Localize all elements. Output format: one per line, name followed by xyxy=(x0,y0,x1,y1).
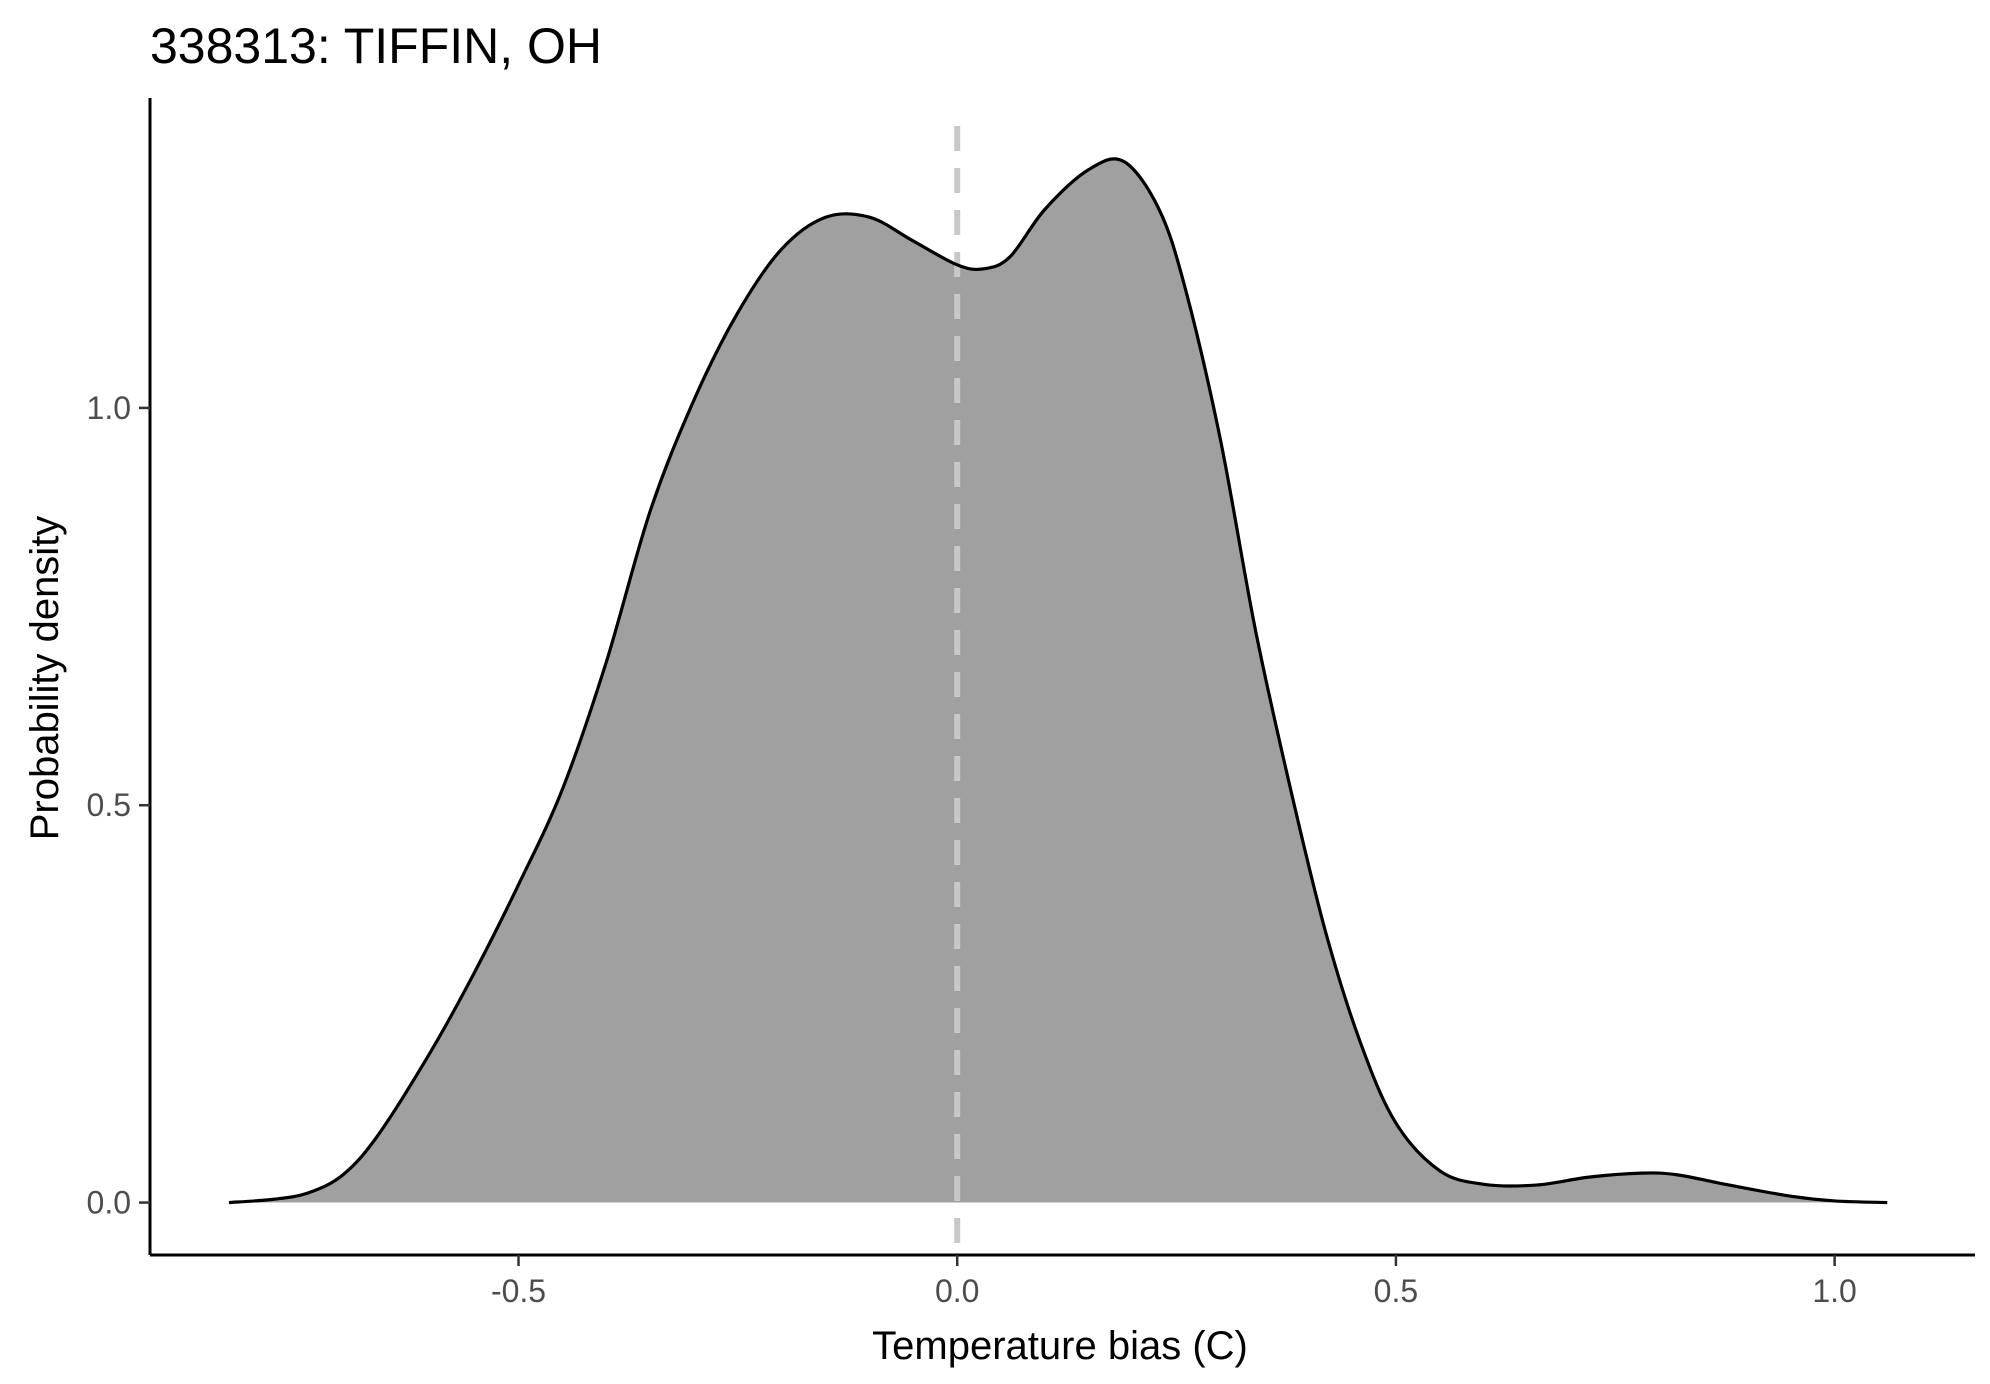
plot-area: -0.5 0.0 0.5 1.0 0.0 0.5 1.0 xyxy=(87,98,1975,1309)
x-tick-label: 0.0 xyxy=(935,1273,979,1309)
x-axis-title: Temperature bias (C) xyxy=(872,1324,1248,1368)
x-tick-label: 1.0 xyxy=(1812,1273,1856,1309)
y-axis-title: Probability density xyxy=(23,516,67,841)
x-tick-label: 0.5 xyxy=(1374,1273,1418,1309)
y-tick-label: 1.0 xyxy=(87,390,131,426)
x-tick-label: -0.5 xyxy=(491,1273,546,1309)
chart-title: 338313: TIFFIN, OH xyxy=(150,18,602,74)
density-line xyxy=(228,157,1888,1205)
y-tick-label: 0.5 xyxy=(87,787,131,823)
density-area xyxy=(228,158,1888,1203)
y-tick-label: 0.0 xyxy=(87,1185,131,1221)
